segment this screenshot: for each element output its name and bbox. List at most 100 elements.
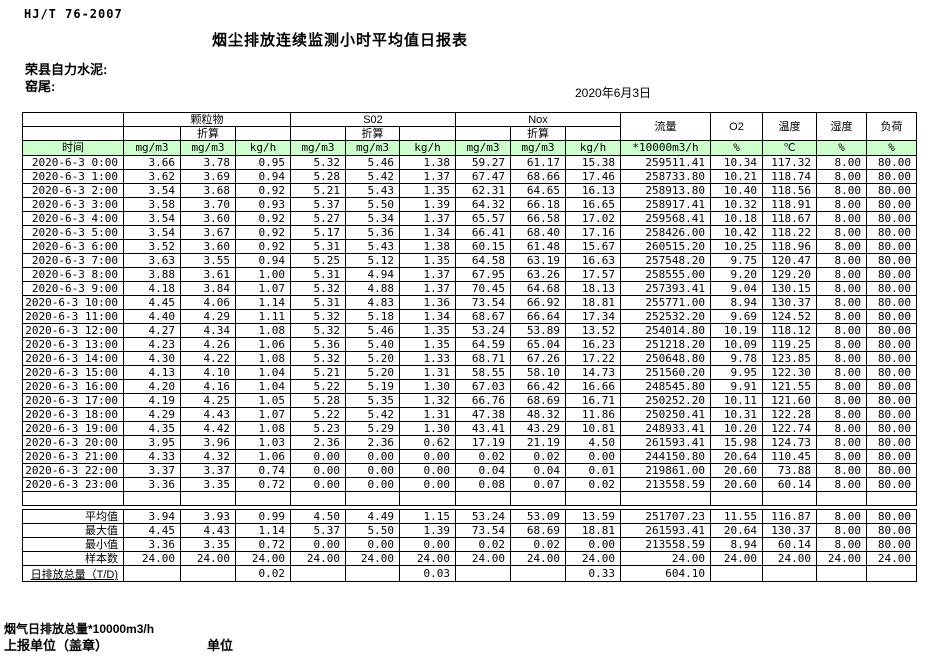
- value-cell: 122.30: [762, 365, 817, 380]
- value-cell: 4.83: [345, 295, 400, 310]
- value-cell: 260515.20: [620, 239, 711, 254]
- summary-row: 日排放总量（T/D) 0.02 0.03 0.33 604.10: [22, 565, 917, 582]
- empty-cell: [565, 491, 621, 506]
- summary-value-cell: [762, 565, 817, 582]
- time-cell: 2020-6-3 0:00: [22, 155, 124, 170]
- time-cell: 2020-6-3 5:00: [22, 225, 124, 240]
- summary-value-cell: 73.54: [455, 523, 511, 538]
- value-cell: 1.35: [399, 253, 456, 268]
- value-cell: 3.61: [180, 267, 236, 282]
- value-cell: 4.34: [180, 323, 236, 338]
- value-cell: 61.48: [510, 239, 566, 254]
- value-cell: 251560.20: [620, 365, 711, 380]
- summary-row: 样本数 24.00 24.00 24.00 24.00 24.00 24.00 24.00 24…: [22, 551, 917, 566]
- col-humidity: 湿度: [816, 112, 867, 141]
- summary-value-cell: 3.94: [123, 509, 181, 524]
- value-cell: 0.92: [235, 239, 291, 254]
- time-cell: 2020-6-3 11:00: [22, 309, 124, 324]
- value-cell: 4.50: [565, 435, 621, 450]
- value-cell: 80.00: [866, 337, 917, 352]
- value-cell: 1.33: [399, 351, 456, 366]
- value-cell: 10.21: [710, 169, 763, 184]
- value-cell: 5.23: [290, 421, 346, 436]
- summary-value-cell: 18.81: [565, 523, 621, 538]
- empty-cell: [866, 491, 917, 506]
- value-cell: 123.85: [762, 351, 817, 366]
- value-cell: 80.00: [866, 253, 917, 268]
- value-cell: 47.38: [455, 407, 511, 422]
- value-cell: 252532.20: [620, 309, 711, 324]
- unit-cell: mg/m3: [510, 140, 566, 156]
- value-cell: 8.00: [816, 253, 867, 268]
- blank-cell: [455, 126, 511, 141]
- value-cell: 66.58: [510, 211, 566, 226]
- summary-value-cell: 0.72: [235, 537, 291, 552]
- summary-value-cell: 24.00: [762, 551, 817, 566]
- unit-cell: mg/m3: [345, 140, 400, 156]
- value-cell: 1.30: [399, 421, 456, 436]
- summary-value-cell: 0.02: [510, 537, 566, 552]
- value-cell: 8.00: [816, 309, 867, 324]
- value-cell: 64.65: [510, 183, 566, 198]
- empty-cell: [455, 491, 511, 506]
- value-cell: 5.32: [290, 281, 346, 296]
- value-cell: 250648.80: [620, 351, 711, 366]
- value-cell: 67.95: [455, 267, 511, 282]
- summary-row: 最大值 4.45 4.43 1.14 5.37 5.50 1.39 73.54 68.69 18.…: [22, 523, 917, 538]
- value-cell: 1.38: [399, 239, 456, 254]
- value-cell: 5.25: [290, 253, 346, 268]
- value-cell: 5.35: [345, 393, 400, 408]
- value-cell: 1.00: [235, 267, 291, 282]
- summary-value-cell: 24.00: [710, 551, 763, 566]
- summary-label: 日排放总量（T/D): [22, 565, 124, 582]
- value-cell: 9.75: [710, 253, 763, 268]
- value-cell: 0.92: [235, 183, 291, 198]
- value-cell: 1.34: [399, 225, 456, 240]
- time-header-blank: [22, 112, 124, 127]
- value-cell: 80.00: [866, 365, 917, 380]
- value-cell: 16.71: [565, 393, 621, 408]
- value-cell: 5.42: [345, 407, 400, 422]
- value-cell: 53.24: [455, 323, 511, 338]
- value-cell: 5.12: [345, 253, 400, 268]
- value-cell: 5.21: [290, 183, 346, 198]
- value-cell: 17.19: [455, 435, 511, 450]
- unit-cell: kg/h: [565, 140, 621, 156]
- value-cell: 5.31: [290, 295, 346, 310]
- table-body: 2020-6-3 0:00 3.66 3.78 0.95 5.32 5.46 1.38 59.…: [22, 155, 917, 582]
- summary-value-cell: 5.50: [345, 523, 400, 538]
- value-cell: 121.60: [762, 393, 817, 408]
- value-cell: 258426.00: [620, 225, 711, 240]
- value-cell: 11.86: [565, 407, 621, 422]
- value-cell: 8.94: [710, 295, 763, 310]
- unit-cell-temperature: ℃: [762, 140, 817, 156]
- value-cell: 18.13: [565, 281, 621, 296]
- value-cell: 67.26: [510, 351, 566, 366]
- table-row: 2020-6-3 16:00 4.20 4.16 1.04 5.22 5.19 1.30 67…: [22, 379, 917, 394]
- value-cell: 258733.80: [620, 169, 711, 184]
- value-cell: 1.11: [235, 309, 291, 324]
- value-cell: 3.68: [180, 183, 236, 198]
- value-cell: 5.20: [345, 351, 400, 366]
- value-cell: 66.41: [455, 225, 511, 240]
- value-cell: 73.54: [455, 295, 511, 310]
- value-cell: 5.17: [290, 225, 346, 240]
- time-cell: 2020-6-3 9:00: [22, 281, 124, 296]
- summary-value-cell: 11.55: [710, 509, 763, 524]
- value-cell: 3.84: [180, 281, 236, 296]
- summary-value-cell: 68.69: [510, 523, 566, 538]
- value-cell: 5.28: [290, 393, 346, 408]
- summary-value-cell: [866, 565, 917, 582]
- summary-row: 平均值 3.94 3.93 0.99 4.50 4.49 1.15 53.24 53.09 13.…: [22, 509, 917, 524]
- value-cell: 73.88: [762, 463, 817, 478]
- value-cell: 10.40: [710, 183, 763, 198]
- table-row: 2020-6-3 0:00 3.66 3.78 0.95 5.32 5.46 1.38 59.…: [22, 155, 917, 170]
- value-cell: 5.28: [290, 169, 346, 184]
- unit-cell-flow: *10000m3/h: [620, 140, 711, 156]
- flow-total-note: 烟气日排放总量*10000m3/h: [4, 622, 155, 636]
- value-cell: 0.74: [235, 463, 291, 478]
- value-cell: 4.32: [180, 449, 236, 464]
- value-cell: 4.42: [180, 421, 236, 436]
- summary-label: 最大值: [22, 523, 124, 538]
- value-cell: 261593.41: [620, 435, 711, 450]
